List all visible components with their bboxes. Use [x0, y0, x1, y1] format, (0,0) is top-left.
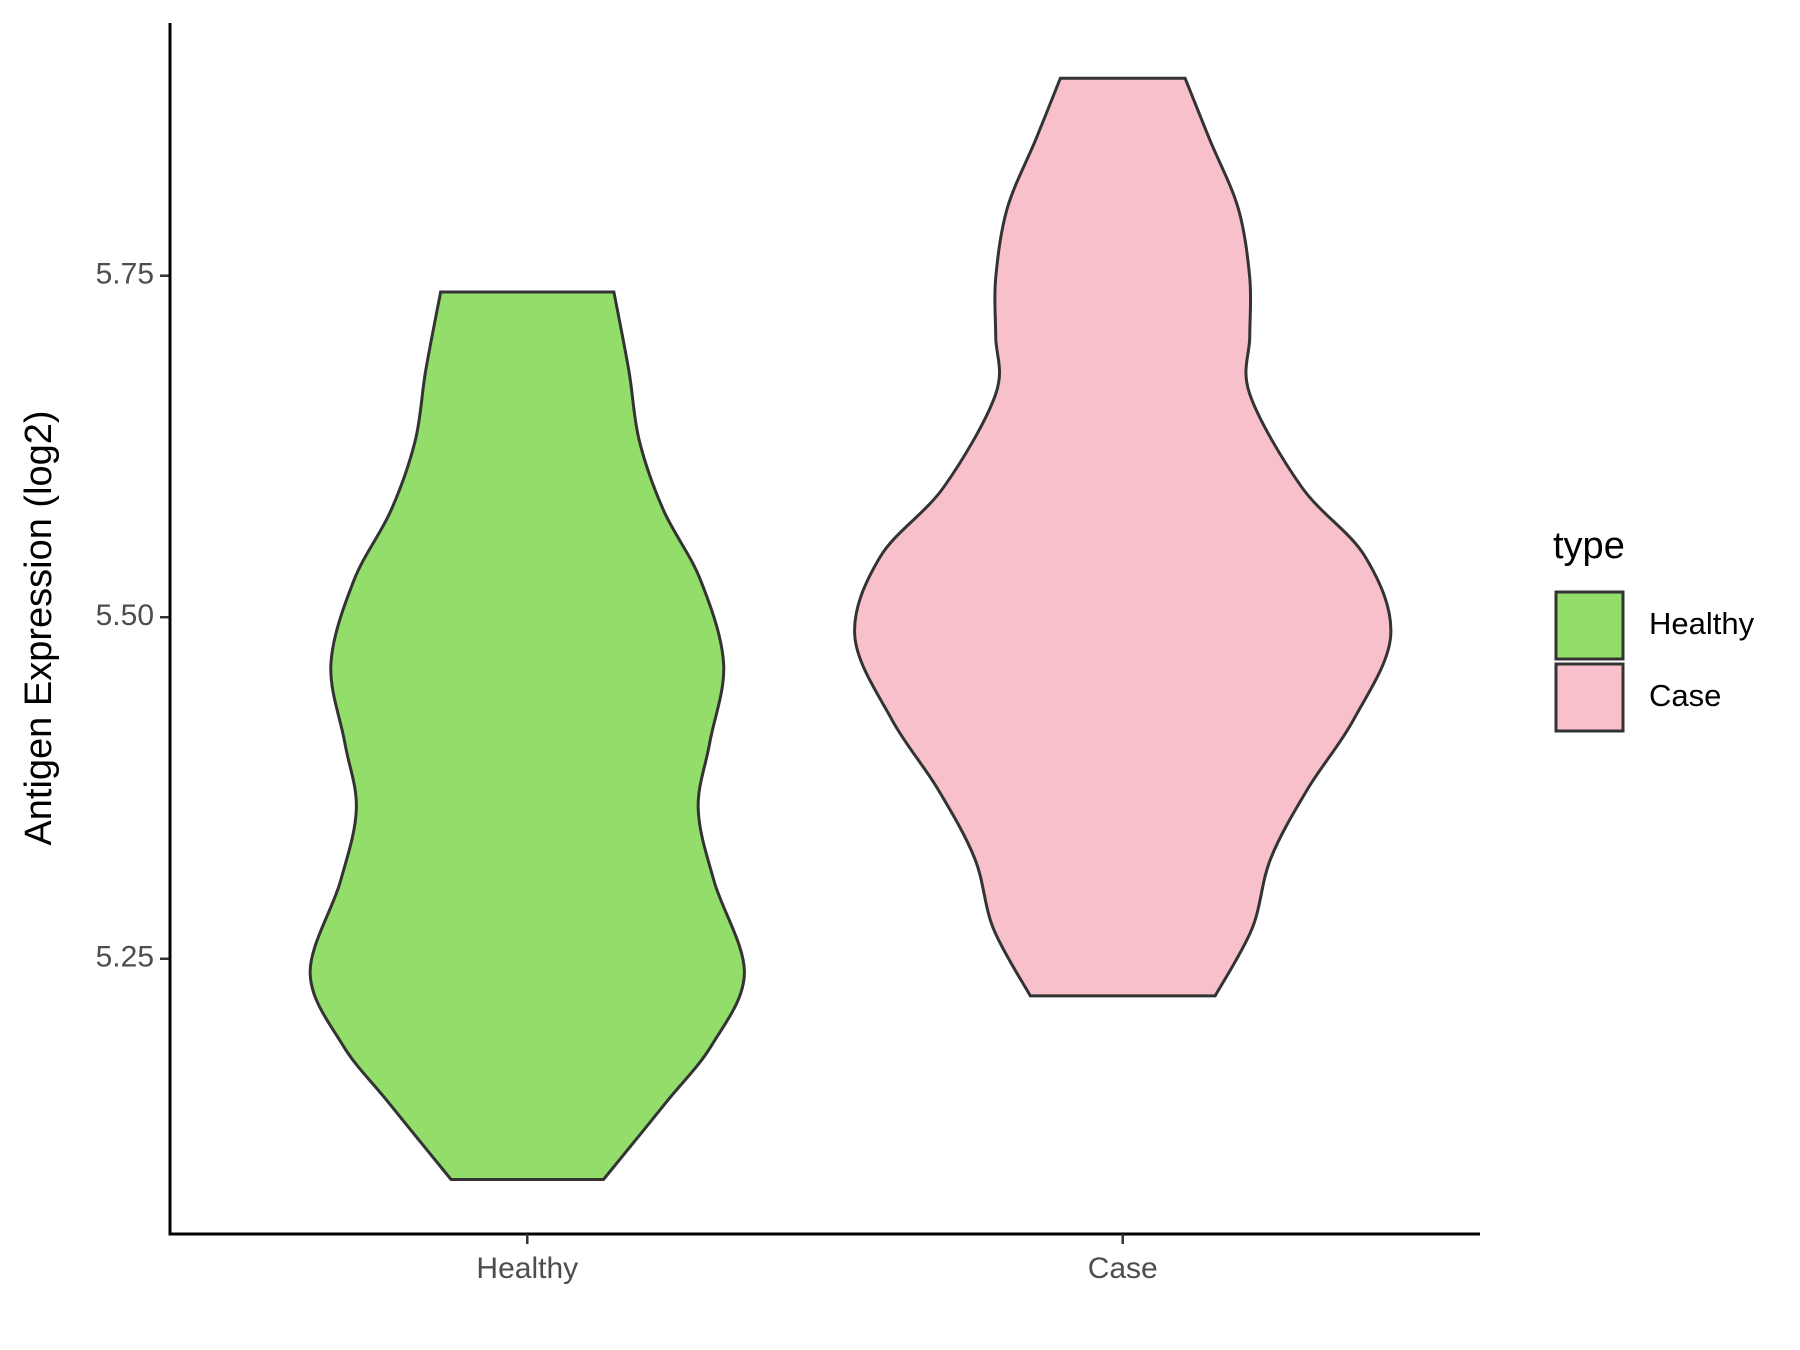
y-tick-label: 5.75	[96, 258, 154, 291]
legend-label: Case	[1649, 678, 1721, 713]
x-tick-label: Healthy	[476, 1252, 578, 1285]
y-axis-title: Antigen Expression (log2)	[18, 410, 60, 845]
legend-title: type	[1553, 525, 1625, 567]
violin	[308, 290, 746, 1181]
legend-key	[1554, 662, 1625, 733]
x-tick-label: Case	[1088, 1252, 1158, 1285]
y-tick-label: 5.50	[96, 599, 154, 632]
y-tick-label: 5.25	[96, 941, 154, 974]
legend-label: Healthy	[1649, 606, 1755, 641]
violin	[853, 76, 1393, 998]
legend-key	[1554, 590, 1625, 661]
